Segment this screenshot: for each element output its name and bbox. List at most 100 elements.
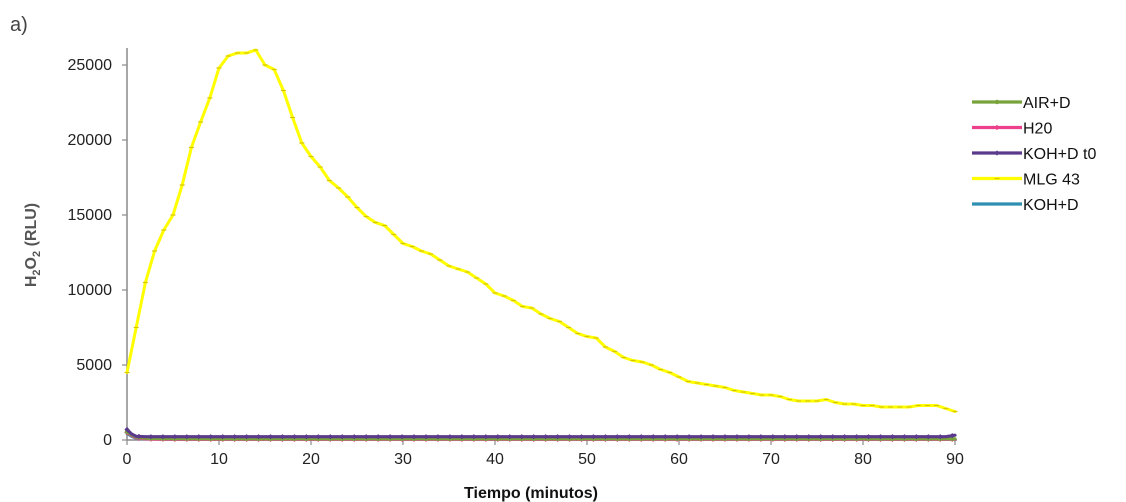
data-point	[602, 434, 608, 440]
y-tick-label: 25000	[68, 57, 113, 74]
data-point	[650, 434, 656, 440]
x-tick-label: 0	[123, 451, 132, 468]
data-point	[818, 434, 824, 440]
data-point	[937, 434, 943, 440]
data-point	[471, 434, 477, 440]
data-point	[901, 434, 907, 440]
data-point	[351, 434, 357, 440]
series-koh-d-t0	[124, 426, 957, 440]
x-tick-label: 50	[578, 451, 596, 468]
y-tick-label: 0	[103, 432, 112, 449]
data-point	[698, 434, 704, 440]
series-mlg-43	[124, 48, 958, 413]
data-point	[626, 434, 632, 440]
y-tick-label: 5000	[76, 357, 112, 374]
data-point	[830, 434, 836, 440]
data-point	[531, 434, 537, 440]
y-title-unit: (RLU)	[23, 203, 40, 251]
data-point	[734, 434, 740, 440]
data-point	[339, 434, 345, 440]
series-line	[125, 427, 957, 439]
data-point	[232, 434, 238, 440]
data-point	[950, 436, 955, 441]
y-axis-title: H2O2 (RLU)	[23, 203, 43, 287]
data-point	[172, 434, 178, 440]
x-tick-label: 20	[302, 451, 320, 468]
data-point	[411, 434, 417, 440]
y-title-sub1: 2	[31, 269, 43, 275]
data-point	[519, 434, 525, 440]
data-point	[315, 434, 321, 440]
data-point	[160, 434, 166, 440]
y-axis-ticks: 0 5000 10000 15000 20000 25000	[68, 57, 127, 449]
legend-item: KOH+D	[972, 197, 1079, 214]
data-point	[435, 434, 441, 440]
legend-label: MLG 43	[1023, 172, 1080, 189]
legend-item: KOH+D t0	[972, 146, 1096, 163]
data-point	[662, 434, 668, 440]
data-point	[913, 434, 919, 440]
data-point	[220, 434, 226, 440]
data-point	[303, 434, 309, 440]
x-tick-label: 10	[210, 451, 228, 468]
data-point	[842, 434, 848, 440]
legend-label: H20	[1023, 121, 1052, 138]
x-tick-label: 80	[854, 451, 872, 468]
data-point	[686, 434, 692, 440]
data-point	[375, 434, 381, 440]
data-point	[279, 434, 286, 440]
data-point	[614, 434, 620, 440]
x-tick-label: 30	[394, 451, 412, 468]
data-point	[877, 434, 884, 440]
data-point	[483, 434, 489, 440]
data-point	[889, 434, 896, 440]
x-tick-label: 40	[486, 451, 504, 468]
legend-label: AIR+D	[1023, 95, 1071, 112]
data-point	[244, 434, 250, 440]
data-point	[925, 434, 931, 440]
data-point	[543, 434, 549, 440]
data-point	[794, 434, 800, 440]
y-title-h: H	[23, 276, 40, 288]
data-point	[638, 434, 644, 440]
legend-item: MLG 43	[972, 172, 1080, 189]
data-point	[994, 150, 1000, 156]
data-point	[770, 434, 776, 440]
data-point	[291, 434, 298, 440]
data-point	[399, 434, 405, 440]
data-point	[949, 433, 955, 439]
data-point	[782, 434, 788, 440]
data-point	[255, 434, 262, 440]
data-point	[746, 434, 752, 440]
legend-item: AIR+D	[972, 95, 1071, 112]
x-axis-ticks: 0 10 20 30 40 50 60 70 80 90	[123, 440, 964, 468]
data-point	[554, 434, 561, 440]
x-tick-label: 60	[670, 451, 688, 468]
data-point	[148, 434, 154, 440]
data-point	[447, 434, 453, 440]
y-title-sub2: 2	[31, 251, 43, 257]
legend-item: H20	[972, 121, 1052, 138]
data-point	[758, 434, 764, 440]
series-line	[125, 48, 957, 413]
data-point	[853, 434, 860, 440]
x-tick-label: 70	[762, 451, 780, 468]
data-point	[136, 433, 142, 439]
data-point	[495, 434, 501, 440]
data-point	[590, 434, 597, 440]
data-point	[806, 434, 812, 440]
x-axis-title: Tiempo (minutos)	[464, 485, 598, 502]
y-title-o: O	[23, 257, 40, 269]
data-point	[363, 434, 369, 440]
legend-label: KOH+D	[1023, 197, 1079, 214]
panel-label: a)	[10, 14, 28, 36]
data-point	[327, 434, 333, 440]
x-tick-label: 90	[946, 451, 964, 468]
y-tick-label: 10000	[68, 282, 113, 299]
data-point	[124, 426, 130, 433]
data-point	[267, 434, 274, 440]
series-layer	[124, 48, 958, 442]
data-point	[507, 434, 513, 440]
legend-label: KOH+D t0	[1023, 146, 1096, 163]
